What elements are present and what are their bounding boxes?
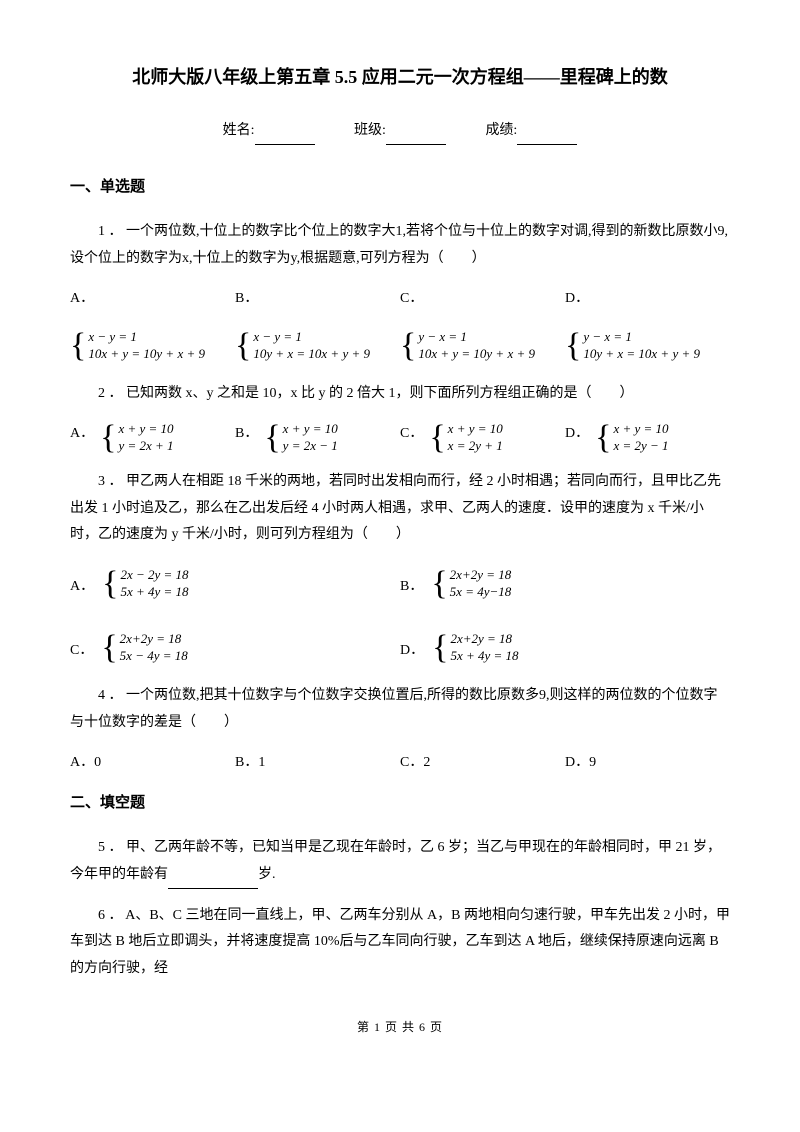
q3-eq-b1: 2x+2y = 18 bbox=[450, 567, 512, 584]
q2-eq-b1: x + y = 10 bbox=[283, 421, 338, 438]
page-title: 北师大版八年级上第五章 5.5 应用二元一次方程组——里程碑上的数 bbox=[70, 60, 730, 94]
brace-icon: { bbox=[565, 329, 581, 363]
q1-eq-a1: x − y = 1 bbox=[88, 329, 205, 346]
q3-opt-d-label: D． bbox=[400, 638, 424, 665]
q4-opt-b: B．1 bbox=[235, 750, 400, 777]
q4-opt-d: D．9 bbox=[565, 750, 730, 777]
name-field: 姓名: bbox=[223, 118, 315, 145]
q1-eq-b: { x − y = 1 10y + x = 10x + y + 9 bbox=[235, 329, 370, 363]
q1-eq-b1: x − y = 1 bbox=[253, 329, 370, 346]
q2-opt-a-label: A． bbox=[70, 421, 94, 448]
score-label: 成绩: bbox=[485, 123, 517, 138]
q1-equations: { x − y = 1 10x + y = 10y + x + 9 { x − … bbox=[70, 329, 730, 367]
brace-icon: { bbox=[101, 631, 117, 665]
brace-icon: { bbox=[400, 329, 416, 363]
q5-text: 5 ． 甲、乙两年龄不等，已知当甲是乙现在年龄时，乙 6 岁；当乙与甲现在的年龄… bbox=[70, 835, 730, 888]
q3-options: A． { 2x − 2y = 18 5x + 4y = 18 B． { 2x+2… bbox=[70, 567, 730, 665]
brace-icon: { bbox=[432, 631, 448, 665]
q2-opt-c-label: C． bbox=[400, 421, 423, 448]
q6-text: 6 ． A、B、C 三地在同一直线上，甲、乙两车分别从 A，B 两地相向匀速行驶… bbox=[70, 903, 730, 983]
section-1-heading: 一、单选题 bbox=[70, 173, 730, 202]
q2-eq-b2: y = 2x − 1 bbox=[283, 438, 338, 455]
q3-eq-d2: 5x + 4y = 18 bbox=[450, 648, 518, 665]
name-label: 姓名: bbox=[223, 123, 255, 138]
class-label: 班级: bbox=[354, 123, 386, 138]
q1-opt-a-label: A． bbox=[70, 286, 235, 313]
q5-blank bbox=[168, 874, 258, 889]
q3-opt-a-label: A． bbox=[70, 574, 94, 601]
class-field: 班级: bbox=[354, 118, 446, 145]
q3-eq-a2: 5x + 4y = 18 bbox=[120, 584, 188, 601]
q3-eq-d: { 2x+2y = 18 5x + 4y = 18 bbox=[432, 631, 518, 665]
q1-eq-d2: 10y + x = 10x + y + 9 bbox=[583, 346, 700, 363]
page-footer: 第 1 页 共 6 页 bbox=[70, 1016, 730, 1039]
q1-options: A． B． C． D． bbox=[70, 286, 730, 319]
q3-opt-c-label: C． bbox=[70, 638, 93, 665]
brace-icon: { bbox=[70, 329, 86, 363]
q3-eq-b: { 2x+2y = 18 5x = 4y−18 bbox=[431, 567, 511, 601]
q2-opt-d-label: D． bbox=[565, 421, 589, 448]
q3-eq-d1: 2x+2y = 18 bbox=[450, 631, 518, 648]
q1-eq-b2: 10y + x = 10x + y + 9 bbox=[253, 346, 370, 363]
q1-opt-c-label: C． bbox=[400, 286, 565, 313]
q2-text: 2 ． 已知两数 x、y 之和是 10，x 比 y 的 2 倍大 1，则下面所列… bbox=[70, 381, 730, 408]
q1-eq-a: { x − y = 1 10x + y = 10y + x + 9 bbox=[70, 329, 205, 363]
q1-eq-a2: 10x + y = 10y + x + 9 bbox=[88, 346, 205, 363]
section-2-heading: 二、填空题 bbox=[70, 789, 730, 818]
q2-eq-b: { x + y = 10 y = 2x − 1 bbox=[264, 421, 337, 455]
q1-eq-d: { y − x = 1 10y + x = 10x + y + 9 bbox=[565, 329, 700, 363]
q1-eq-c2: 10x + y = 10y + x + 9 bbox=[418, 346, 535, 363]
brace-icon: { bbox=[429, 421, 445, 455]
name-blank bbox=[255, 130, 315, 145]
brace-icon: { bbox=[264, 421, 280, 455]
q2-opt-b-label: B． bbox=[235, 421, 258, 448]
q3-eq-c: { 2x+2y = 18 5x − 4y = 18 bbox=[101, 631, 187, 665]
q2-eq-c2: x = 2y + 1 bbox=[448, 438, 503, 455]
q2-eq-d: { x + y = 10 x = 2y − 1 bbox=[595, 421, 668, 455]
q3-eq-c1: 2x+2y = 18 bbox=[120, 631, 188, 648]
brace-icon: { bbox=[102, 567, 118, 601]
score-field: 成绩: bbox=[485, 118, 577, 145]
brace-icon: { bbox=[431, 567, 447, 601]
q3-eq-a1: 2x − 2y = 18 bbox=[120, 567, 188, 584]
q2-eq-d1: x + y = 10 bbox=[613, 421, 668, 438]
q4-text: 4 ． 一个两位数,把其十位数字与个位数字交换位置后,所得的数比原数多9,则这样… bbox=[70, 683, 730, 736]
q2-eq-a1: x + y = 10 bbox=[118, 421, 173, 438]
brace-icon: { bbox=[235, 329, 251, 363]
q3-text: 3 ． 甲乙两人在相距 18 千米的两地，若同时出发相向而行，经 2 小时相遇；… bbox=[70, 469, 730, 549]
q1-eq-d1: y − x = 1 bbox=[583, 329, 700, 346]
q4-options: A．0 B．1 C．2 D．9 bbox=[70, 750, 730, 777]
q2-eq-d2: x = 2y − 1 bbox=[613, 438, 668, 455]
q1-text: 1 ． 一个两位数,十位上的数字比个位上的数字大1,若将个位与十位上的数字对调,… bbox=[70, 219, 730, 272]
q1-eq-c: { y − x = 1 10x + y = 10y + x + 9 bbox=[400, 329, 535, 363]
q2-eq-c1: x + y = 10 bbox=[448, 421, 503, 438]
q2-options: A． { x + y = 10 y = 2x + 1 B． { x + y = … bbox=[70, 421, 730, 455]
q2-eq-a2: y = 2x + 1 bbox=[118, 438, 173, 455]
q5-text-post: 岁. bbox=[258, 867, 276, 882]
q3-eq-a: { 2x − 2y = 18 5x + 4y = 18 bbox=[102, 567, 188, 601]
q3-eq-c2: 5x − 4y = 18 bbox=[120, 648, 188, 665]
q1-opt-d-label: D． bbox=[565, 286, 730, 313]
class-blank bbox=[386, 130, 446, 145]
q1-opt-b-label: B． bbox=[235, 286, 400, 313]
q4-opt-c: C．2 bbox=[400, 750, 565, 777]
q3-opt-b-label: B． bbox=[400, 574, 423, 601]
q4-opt-a: A．0 bbox=[70, 750, 235, 777]
brace-icon: { bbox=[100, 421, 116, 455]
q3-eq-b2: 5x = 4y−18 bbox=[450, 584, 512, 601]
score-blank bbox=[517, 130, 577, 145]
q2-eq-c: { x + y = 10 x = 2y + 1 bbox=[429, 421, 502, 455]
brace-icon: { bbox=[595, 421, 611, 455]
info-line: 姓名: 班级: 成绩: bbox=[70, 118, 730, 145]
q2-eq-a: { x + y = 10 y = 2x + 1 bbox=[100, 421, 173, 455]
q1-eq-c1: y − x = 1 bbox=[418, 329, 535, 346]
